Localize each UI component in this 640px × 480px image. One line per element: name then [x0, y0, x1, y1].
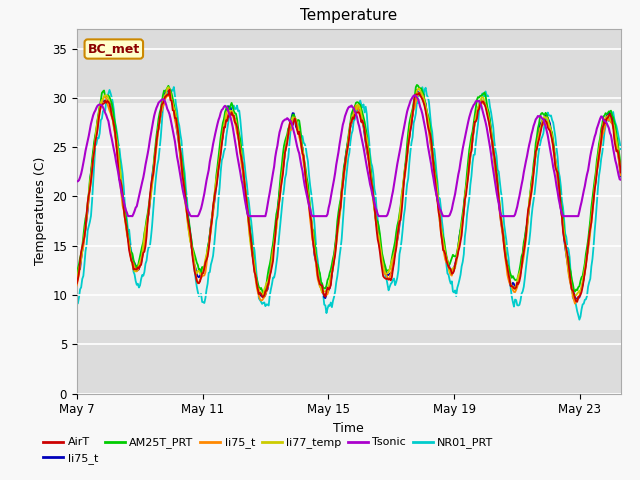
Legend: AirT, li75_t, AM25T_PRT, li75_t, li77_temp, Tsonic, NR01_PRT: AirT, li75_t, AM25T_PRT, li75_t, li77_te…: [39, 433, 498, 468]
Text: BC_met: BC_met: [88, 43, 140, 56]
X-axis label: Time: Time: [333, 422, 364, 435]
Title: Temperature: Temperature: [300, 9, 397, 24]
Y-axis label: Temperatures (C): Temperatures (C): [34, 157, 47, 265]
Bar: [77, 103, 621, 329]
